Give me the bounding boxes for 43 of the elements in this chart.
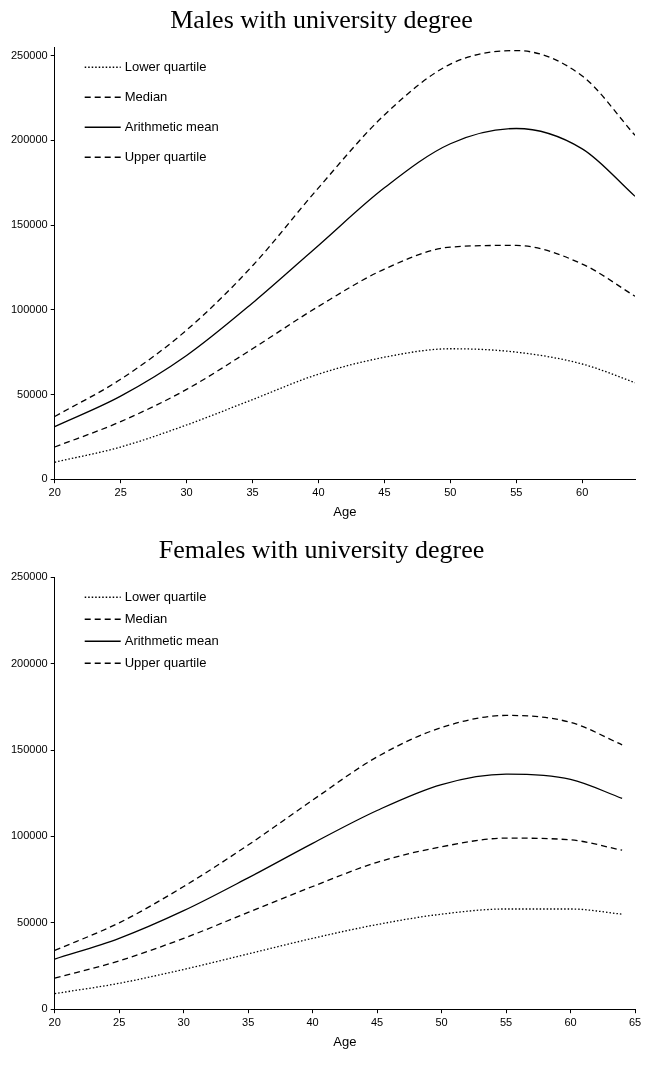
- x-axis-title: Age: [333, 1033, 357, 1049]
- y-tick-label: 100000: [10, 829, 48, 842]
- legend-label: Upper quartile: [124, 148, 207, 164]
- legend-label: Arithmetic mean: [124, 118, 219, 134]
- y-tick-label: 50000: [17, 387, 48, 400]
- legend-label: Arithmetic mean: [124, 632, 219, 648]
- x-tick-label: 60: [576, 485, 589, 498]
- x-tick-label: 20: [48, 1015, 61, 1028]
- x-axis-title: Age: [333, 503, 357, 519]
- y-tick-label: 200000: [10, 656, 48, 669]
- x-tick-label: 45: [378, 485, 391, 498]
- x-tick-label: 30: [177, 1015, 190, 1028]
- y-tick-label: 250000: [10, 570, 48, 583]
- y-tick-label: 100000: [10, 302, 48, 315]
- x-tick-label: 30: [180, 485, 193, 498]
- x-tick-label: 50: [444, 485, 457, 498]
- y-tick-label: 0: [41, 472, 48, 485]
- x-tick-label: 65: [628, 1015, 642, 1028]
- y-tick-label: 150000: [10, 218, 48, 231]
- x-tick-label: 40: [306, 1015, 319, 1028]
- y-tick-label: 0: [41, 1002, 48, 1015]
- legend-label: Lower quartile: [124, 588, 207, 604]
- y-tick-label: 250000: [10, 48, 48, 61]
- x-tick-label: 25: [113, 1015, 126, 1028]
- x-tick-label: 60: [564, 1015, 577, 1028]
- x-tick-label: 55: [510, 485, 523, 498]
- x-tick-label: 20: [48, 485, 61, 498]
- chart-title: Females with university degree: [158, 535, 485, 565]
- y-tick-label: 50000: [17, 915, 48, 928]
- legend-label: Median: [124, 610, 168, 626]
- y-tick-label: 150000: [10, 743, 48, 756]
- x-tick-label: 35: [246, 485, 259, 498]
- chart-title: Males with university degree: [170, 5, 473, 35]
- legend-label: Lower quartile: [124, 58, 207, 74]
- x-tick-label: 45: [370, 1015, 384, 1028]
- legend-label: Median: [124, 88, 168, 104]
- x-tick-label: 50: [435, 1015, 448, 1028]
- x-tick-label: 25: [114, 485, 127, 498]
- legend-label: Upper quartile: [124, 654, 207, 670]
- y-tick-label: 200000: [10, 133, 48, 146]
- x-tick-label: 40: [312, 485, 325, 498]
- x-tick-label: 55: [499, 1015, 513, 1028]
- x-tick-label: 35: [242, 1015, 255, 1028]
